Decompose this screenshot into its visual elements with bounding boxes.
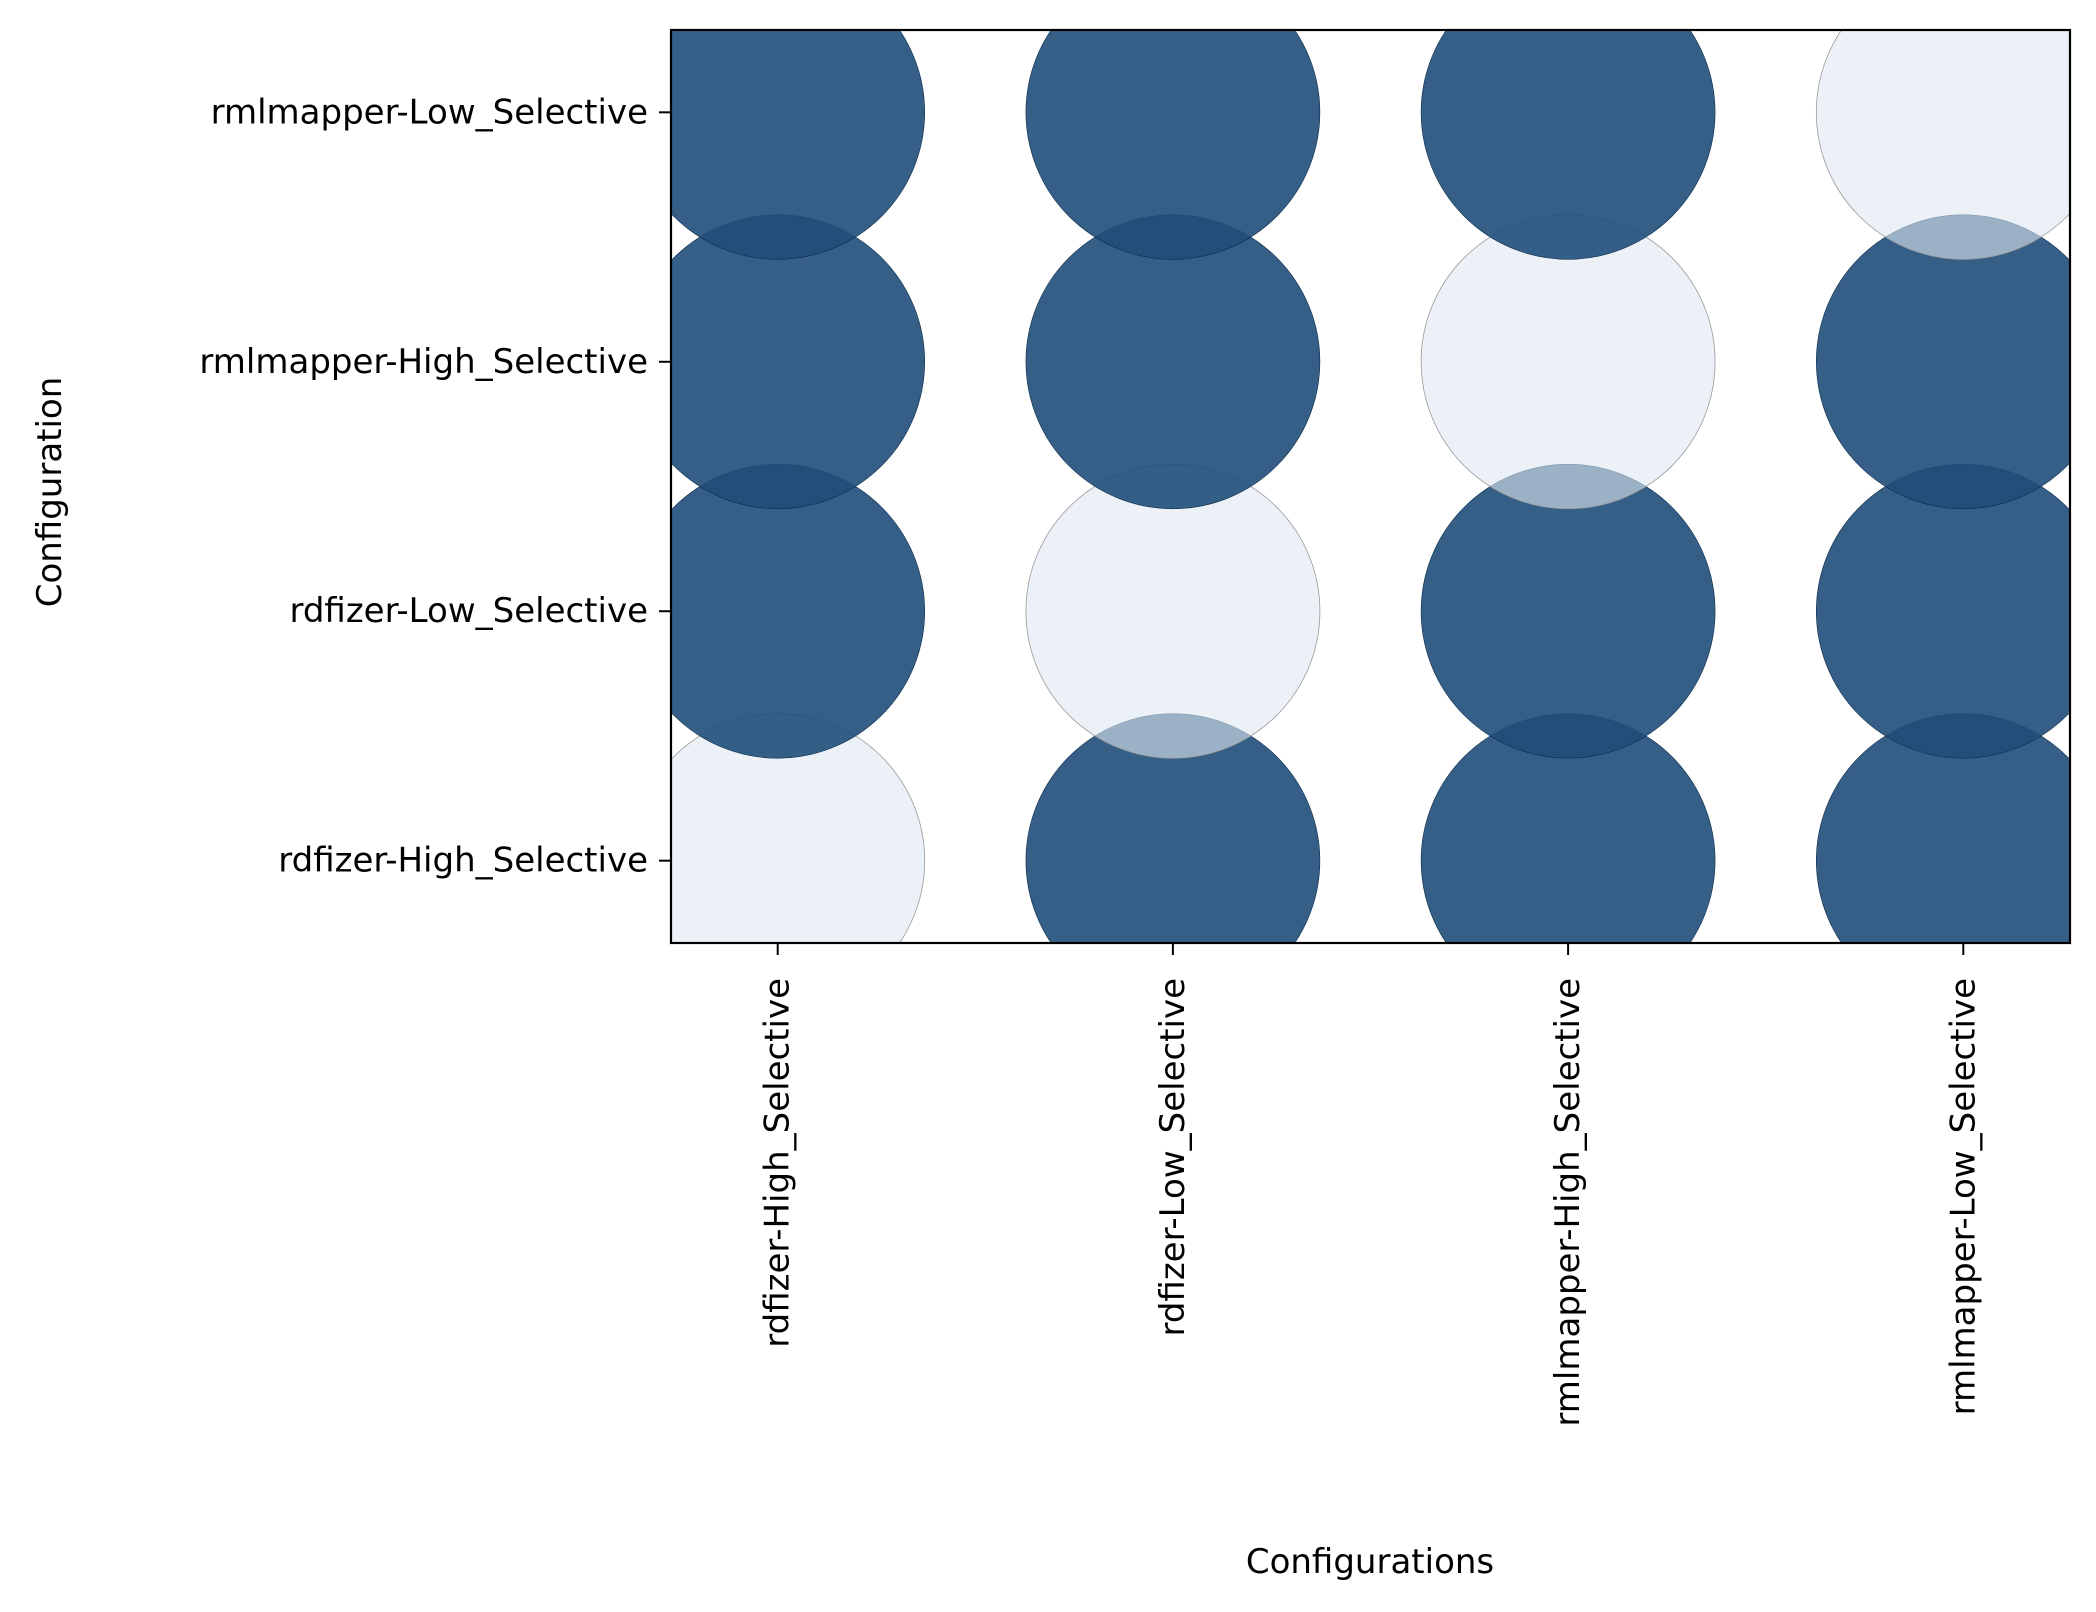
x-tick-label: rdfizer-Low_Selective: [1153, 978, 1193, 1337]
plot-frame: [669, 28, 2072, 945]
y-tick-label: rmlmapper-High_Selective: [199, 342, 648, 382]
bubble-rdfizer-Low_Selective-rmlmapper-Low_Selective: [1025, 30, 1321, 260]
x-axis-label: Configurations: [1246, 1542, 1494, 1582]
y-tick-label: rdfizer-High_Selective: [278, 841, 648, 881]
y-axis: rdfizer-High_Selective rdfizer-Low_Select…: [199, 92, 671, 881]
bubble-rmlmapper-Low_Selective-rmlmapper-Low_Selective: [1815, 30, 2070, 260]
y-tick-label: rdfizer-Low_Selective: [289, 591, 648, 631]
bubble-layer: [671, 30, 2070, 943]
bubble-rmlmapper-High_Selective-rmlmapper-Low_Selective: [1420, 30, 1716, 260]
y-axis-label: Configuration: [30, 377, 70, 608]
x-tick-label: rmlmapper-High_Selective: [1548, 978, 1588, 1427]
y-tick-label: rmlmapper-Low_Selective: [211, 92, 648, 132]
x-axis: rdfizer-High_Selective rdfizer-Low_Select…: [758, 943, 1983, 1427]
bubble-rdfizer-High_Selective-rmlmapper-Low_Selective: [671, 30, 925, 260]
x-tick-label: rmlmapper-Low_Selective: [1943, 978, 1983, 1415]
x-tick-label: rdfizer-High_Selective: [758, 978, 798, 1348]
